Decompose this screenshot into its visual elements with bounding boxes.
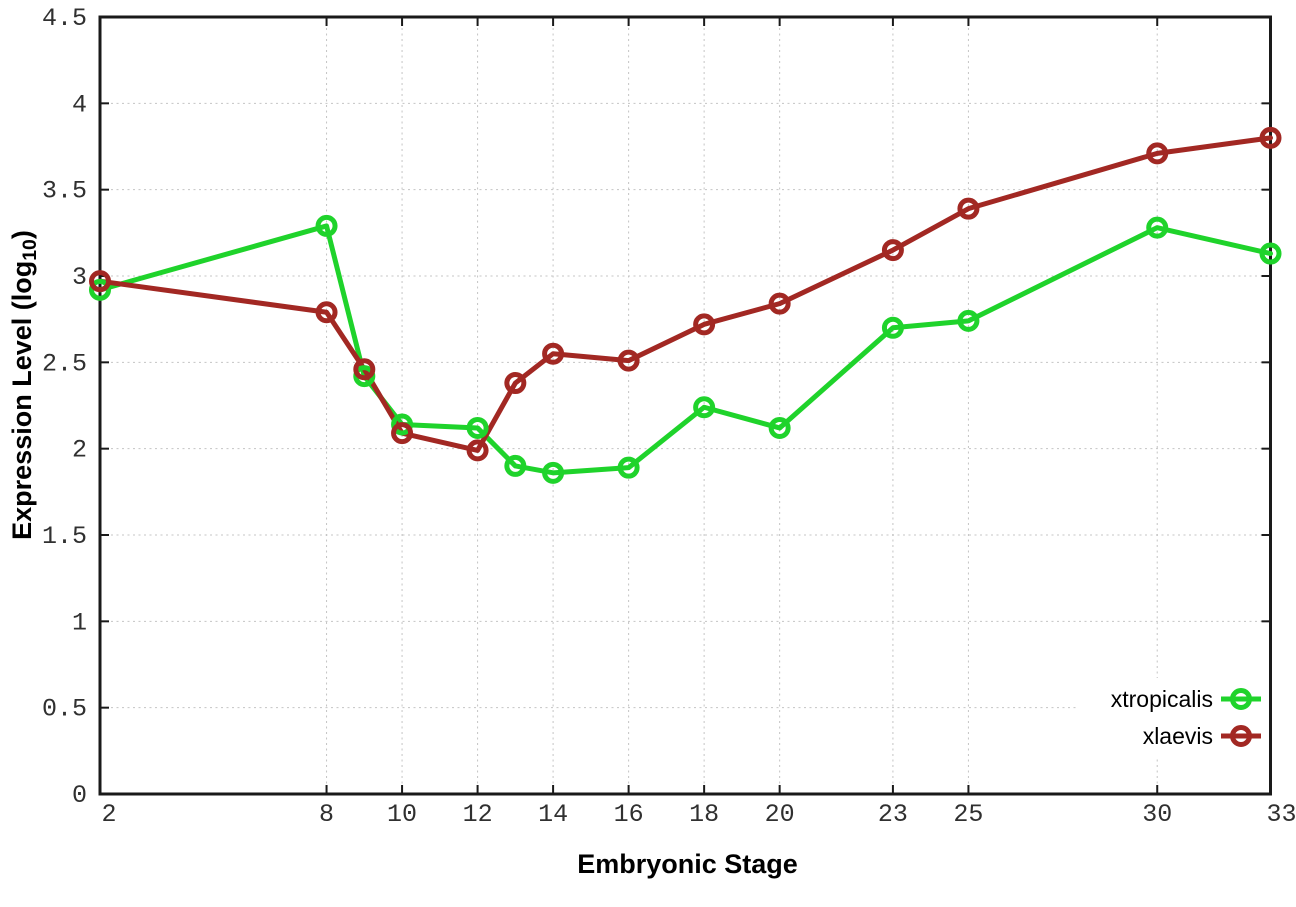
legend-label-xtropicalis: xtropicalis [1111,686,1213,712]
series-xtropicalis-marker-23 [881,316,904,339]
x-tick-label-25: 25 [953,800,983,829]
y-tick-label-2: 2 [72,436,87,465]
series-xlaevis-marker-33 [1259,126,1282,149]
y-tick-label-3: 3 [72,263,87,292]
series-xlaevis-marker-9 [353,358,376,381]
x-tick-label-2: 2 [101,800,116,829]
series-xtropicalis-marker-8 [315,214,338,237]
y-axis-title-suffix: ) [7,230,37,240]
series-xtropicalis-marker-25 [957,309,980,332]
series-xtropicalis-marker-20 [768,416,791,439]
series-xlaevis-marker-18 [693,313,716,336]
series-xlaevis-marker-30 [1146,142,1169,165]
x-tick-label-16: 16 [614,800,644,829]
legend-label-xlaevis: xlaevis [1143,723,1213,749]
series-xtropicalis-marker-13 [504,454,527,477]
series-xtropicalis-marker-18 [693,396,716,419]
legend-marker-circle-xtropicalis [1230,688,1252,710]
x-tick-label-14: 14 [538,800,568,829]
x-tick-label-23: 23 [878,800,908,829]
series-xlaevis-marker-20 [768,292,791,315]
series-xtropicalis-marker-14 [542,461,565,484]
series-xtropicalis-marker-33 [1259,242,1282,265]
plot-border [98,15,1272,796]
y-tick-label-0: 0 [72,781,87,810]
x-axis-title: Embryonic Stage [577,849,798,879]
y-tick-label-1.5: 1.5 [42,522,87,551]
series-xlaevis-marker-25 [957,197,980,220]
y-tick-label-4: 4 [72,90,87,119]
x-tick-label-30: 30 [1142,800,1172,829]
x-tick-label-12: 12 [463,800,493,829]
legend-marker-circle-xlaevis [1230,725,1252,747]
series-xlaevis-line [97,135,1273,453]
series-xlaevis-marker-14 [542,342,565,365]
x-tick-label-10: 10 [387,800,417,829]
y-axis-title-text: Expression Level (log [7,260,37,540]
y-tick-label-1: 1 [72,608,87,637]
y-axis-title-subscript: 10 [18,239,41,261]
series-xtropicalis-marker-10 [391,413,414,436]
series-xtropicalis-marker-12 [466,416,489,439]
series-xtropicalis-marker-30 [1146,216,1169,239]
x-tick-label-20: 20 [765,800,795,829]
series-xlaevis-marker-13 [504,372,527,395]
series-xtropicalis-marker-16 [617,456,640,479]
y-tick-label-3.5: 3.5 [42,177,87,206]
x-tick-label-8: 8 [319,800,334,829]
y-tick-label-0.5: 0.5 [42,695,87,724]
series-xlaevis-marker-16 [617,349,640,372]
series-xlaevis-marker-10 [391,422,414,445]
series-xtropicalis-marker-2 [89,278,111,301]
series-xlaevis-marker-2 [89,270,111,293]
series-xtropicalis-line [97,223,1273,476]
y-tick-label-2.5: 2.5 [42,349,87,378]
y-axis-title: Expression Level (log10) [0,164,44,606]
x-tick-label-18: 18 [689,800,719,829]
series-xlaevis-marker-8 [315,301,338,324]
series-xlaevis-marker-12 [466,439,489,462]
series-xlaevis-marker-23 [881,239,904,262]
y-tick-label-4.5: 4.5 [42,4,87,33]
x-tick-label-33: 33 [1266,800,1296,829]
